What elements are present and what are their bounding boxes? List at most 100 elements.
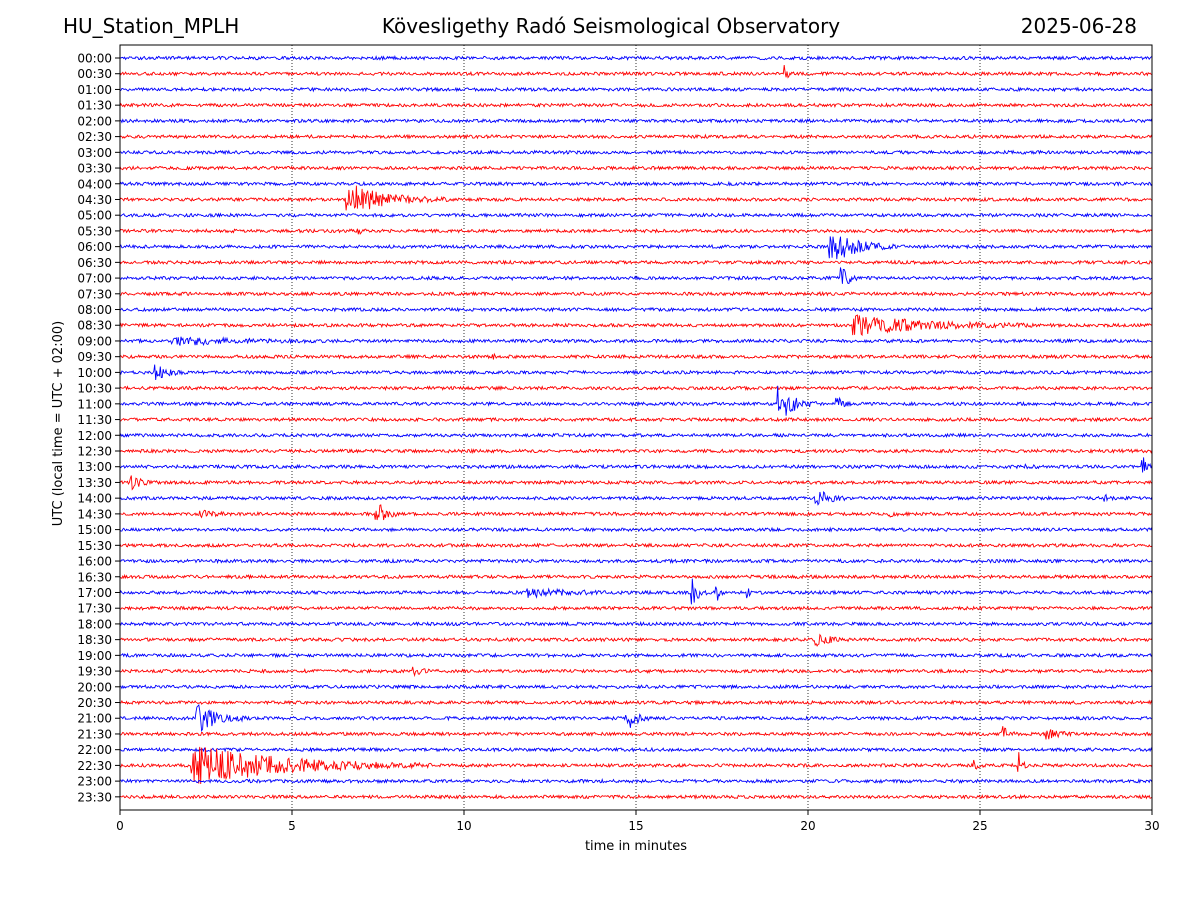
y-tick-label: 21:00 [77,712,112,726]
trace-1430 [119,504,1153,521]
trace-0300 [119,149,1153,156]
y-tick-label: 21:30 [77,727,112,741]
trace-0400 [119,180,1153,187]
y-tick-label: 20:30 [77,696,112,710]
trace-2330 [119,793,1153,800]
y-tick-label: 16:00 [77,555,112,569]
trace-1000 [119,364,1153,381]
station-name: HU_Station_MPLH [63,14,240,38]
trace-0700 [119,267,1153,284]
trace-1800 [119,620,1153,627]
trace-2100 [119,704,1153,733]
trace-0600 [119,236,1153,260]
x-tick-label: 15 [628,819,643,833]
y-tick-label: 08:30 [77,319,112,333]
trace-1100 [119,385,1153,416]
y-tick-label: 00:30 [77,67,112,81]
y-tick-label: 00:00 [77,52,112,66]
trace-2300 [119,777,1153,785]
trace-1330 [119,475,1153,491]
y-tick-label: 15:00 [77,523,112,537]
trace-0100 [119,86,1153,93]
y-tick-label: 01:30 [77,99,112,113]
y-tick-label: 10:30 [77,382,112,396]
y-tick-label: 02:00 [77,114,112,128]
y-tick-label: 16:30 [77,570,112,584]
y-tick-label: 05:30 [77,224,112,238]
y-tick-label: 10:00 [77,366,112,380]
trace-0200 [119,118,1153,124]
y-tick-label: 05:00 [77,209,112,223]
y-tick-label: 06:00 [77,240,112,254]
x-axis-ticks: 0 5 10 15 20 25 30 [116,810,1160,833]
trace-0430 [119,185,1153,211]
chart-date: 2025-06-28 [1020,14,1137,38]
y-tick-label: 07:30 [77,287,112,301]
x-tick-label: 25 [972,819,987,833]
x-axis-label: time in minutes [585,839,687,854]
trace-1400 [119,490,1153,506]
y-tick-label: 22:00 [77,743,112,757]
y-tick-label: 22:30 [77,759,112,773]
y-tick-label: 11:00 [77,397,112,411]
trace-0630 [119,259,1153,266]
y-tick-label: 04:30 [77,193,112,207]
trace-1700 [119,578,1153,605]
trace-0130 [119,102,1153,108]
trace-0230 [119,133,1153,140]
y-tick-label: 01:00 [77,83,112,97]
y-tick-label: 14:30 [77,507,112,521]
x-tick-label: 0 [116,819,124,833]
trace-1500 [119,526,1153,533]
trace-2230 [119,746,1153,785]
trace-0900 [119,336,1153,347]
x-tick-label: 20 [800,819,815,833]
y-tick-label: 23:30 [77,790,112,804]
trace-0500 [119,212,1153,219]
trace-1230 [119,447,1153,455]
y-tick-label: 18:30 [77,633,112,647]
y-tick-label: 23:00 [77,775,112,789]
y-tick-label: 09:00 [77,334,112,348]
y-tick-label: 02:30 [77,130,112,144]
y-tick-label: 15:30 [77,539,112,553]
trace-0330 [119,165,1153,172]
y-tick-label: 20:00 [77,680,112,694]
trace-1300 [119,457,1153,473]
trace-0530 [119,228,1153,235]
y-axis-label: UTC (local time = UTC + 02:00) [51,321,66,526]
y-tick-label: 11:30 [77,413,112,427]
trace-1900 [119,652,1153,659]
y-tick-label: 17:30 [77,602,112,616]
y-tick-label: 14:00 [77,492,112,506]
y-tick-label: 13:00 [77,460,112,474]
y-tick-label: 04:00 [77,177,112,191]
y-tick-label: 06:30 [77,256,112,270]
trace-0730 [119,290,1153,297]
seismic-traces [119,55,1153,800]
trace-2130 [120,726,1153,740]
trace-1830 [119,633,1153,647]
trace-1030 [119,385,1153,392]
y-tick-label: 03:30 [77,162,112,176]
y-tick-label: 13:30 [77,476,112,490]
trace-1930 [119,666,1153,678]
trace-1730 [119,605,1153,612]
trace-1130 [119,416,1153,423]
y-tick-label: 09:30 [77,350,112,364]
trace-1630 [119,573,1153,580]
y-tick-label: 03:00 [77,146,112,160]
chart-title: Kövesligethy Radó Seismological Observat… [381,14,841,38]
trace-0800 [119,306,1153,313]
x-tick-label: 5 [288,819,296,833]
y-tick-label: 19:00 [77,649,112,663]
trace-2000 [120,683,1153,690]
x-tick-label: 10 [456,819,471,833]
trace-1200 [119,432,1153,439]
x-tick-label: 30 [1144,819,1159,833]
y-tick-label: 19:30 [77,665,112,679]
trace-1530 [119,542,1153,549]
y-tick-label: 12:30 [77,445,112,459]
